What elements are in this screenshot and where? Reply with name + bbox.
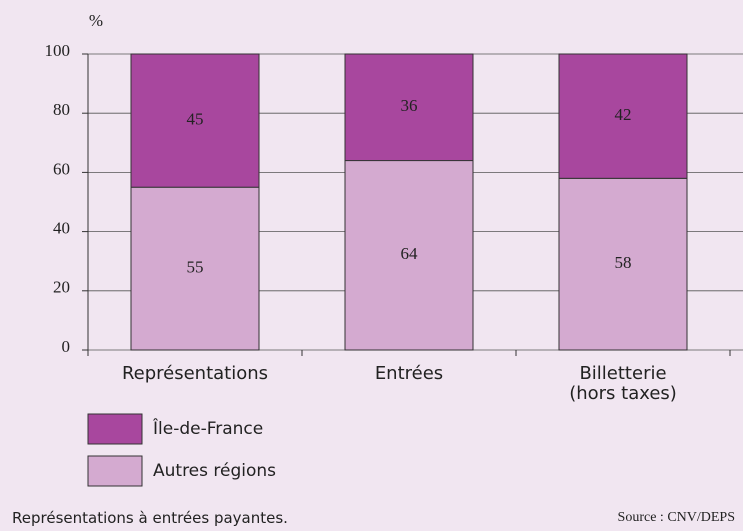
bar-segment [558,53,688,179]
value-label: 58 [615,253,632,272]
y-tick-label: 80 [53,100,70,119]
bar-segment [130,53,260,188]
y-tick-label: 100 [45,41,71,60]
x-tick-label: Représentations [121,363,269,384]
y-tick-label: 20 [53,278,70,297]
value-label: 64 [401,244,419,263]
bar-segment [344,160,474,351]
bar-segment [558,177,688,351]
value-label: 36 [401,96,418,115]
value-label: 42 [615,105,632,124]
y-tick-label: 60 [53,159,70,178]
legend-swatch [87,455,143,487]
note: Représentations à entrées payantes. [12,509,288,527]
bar-segment [130,186,260,351]
legend-swatch [87,413,143,445]
y-tick-label: 40 [53,219,70,238]
value-label: 55 [187,258,204,277]
y-tick-label: 0 [62,337,71,356]
legend-label: Île-de-France [153,419,264,439]
x-tick-label: Billetterie (hors taxes) [569,363,677,404]
bar-segment [344,53,474,162]
source: Source : CNV/DEPS [617,510,735,525]
value-label: 45 [187,110,204,129]
x-tick-label: Entrées [374,363,444,384]
legend-label: Autres régions [153,461,277,481]
y-unit: % [89,11,103,30]
